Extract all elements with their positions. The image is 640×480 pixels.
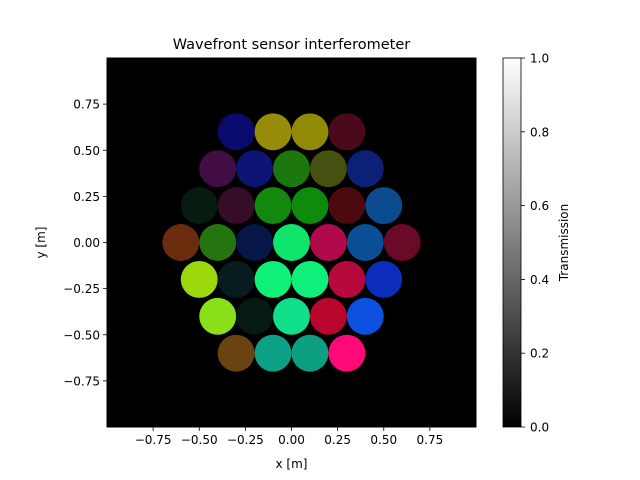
y-axis-label: y [m]: [34, 227, 48, 259]
colorbar-tick-label: 1.0: [530, 52, 549, 66]
subaperture-circle: [328, 187, 366, 225]
subaperture-circle: [254, 334, 292, 372]
subaperture-circle: [273, 150, 310, 188]
subaperture-circle: [309, 150, 347, 188]
subaperture-circle: [365, 260, 403, 298]
x-tick-label: 0.50: [370, 433, 397, 447]
subaperture-circle: [291, 260, 329, 298]
subaperture-circle: [309, 224, 347, 261]
y-axis-ticks: −0.75 −0.50 −0.25 0.00 0.25 0.50 0.75: [63, 98, 107, 388]
subaperture-circle: [199, 224, 237, 261]
chart-title: Wavefront sensor interferometer: [173, 37, 411, 53]
subaperture-circle: [328, 260, 366, 298]
subaperture-circle: [162, 224, 200, 261]
subaperture-circle: [328, 113, 366, 151]
subaperture-circle: [236, 150, 274, 188]
subaperture-circle: [180, 260, 218, 298]
subaperture-circle: [328, 334, 366, 372]
y-tick-label: −0.50: [63, 328, 100, 342]
subaperture-circle: [365, 187, 403, 225]
subaperture-circle: [180, 187, 218, 225]
subaperture-circle: [346, 150, 384, 188]
subaperture-circle: [273, 297, 310, 335]
subaperture-circle: [291, 187, 329, 225]
x-tick-label: 0.00: [278, 433, 305, 447]
y-tick-label: 0.00: [73, 236, 100, 250]
x-axis-label: x [m]: [276, 457, 308, 471]
colorbar-tick-label: 0.8: [530, 125, 549, 139]
colorbar-ticks: 0.0 0.2 0.4 0.6 0.8 1.0: [521, 52, 549, 435]
colorbar-tick-label: 0.0: [530, 421, 549, 435]
subaperture-circle: [217, 260, 255, 298]
subaperture-circle: [236, 297, 274, 335]
subaperture-circle: [383, 224, 421, 261]
colorbar-label: Transmission: [557, 204, 571, 283]
y-tick-label: −0.25: [63, 282, 100, 296]
colorbar-tick-label: 0.6: [530, 199, 549, 213]
x-tick-label: −0.50: [181, 433, 218, 447]
y-tick-label: 0.75: [73, 98, 100, 112]
subaperture-circle: [199, 150, 237, 188]
subaperture-circle: [254, 113, 292, 151]
subaperture-circle: [236, 224, 274, 261]
subaperture-circle: [254, 187, 292, 225]
colorbar-tick-label: 0.4: [530, 273, 549, 287]
subaperture-circle: [217, 187, 255, 225]
subaperture-circle: [291, 334, 329, 372]
x-tick-label: −0.25: [227, 433, 264, 447]
x-axis-ticks: −0.75 −0.50 −0.25 0.00 0.25 0.50 0.75: [135, 427, 444, 447]
subaperture-circle: [309, 297, 347, 335]
subaperture-circle: [217, 113, 255, 151]
subaperture-circle: [346, 297, 384, 335]
x-tick-label: 0.25: [324, 433, 351, 447]
subaperture-group: [162, 113, 421, 372]
subaperture-circle: [254, 260, 292, 298]
subaperture-circle: [291, 113, 329, 151]
subaperture-circle: [346, 224, 384, 261]
x-tick-label: 0.75: [417, 433, 444, 447]
subaperture-circle: [199, 297, 237, 335]
subaperture-circle: [273, 224, 310, 261]
colorbar-tick-label: 0.2: [530, 347, 549, 361]
colorbar: [502, 57, 522, 428]
subaperture-circle: [217, 334, 255, 372]
y-tick-label: −0.75: [63, 374, 100, 388]
x-tick-label: −0.75: [135, 433, 172, 447]
y-tick-label: 0.25: [73, 190, 100, 204]
y-tick-label: 0.50: [73, 144, 100, 158]
